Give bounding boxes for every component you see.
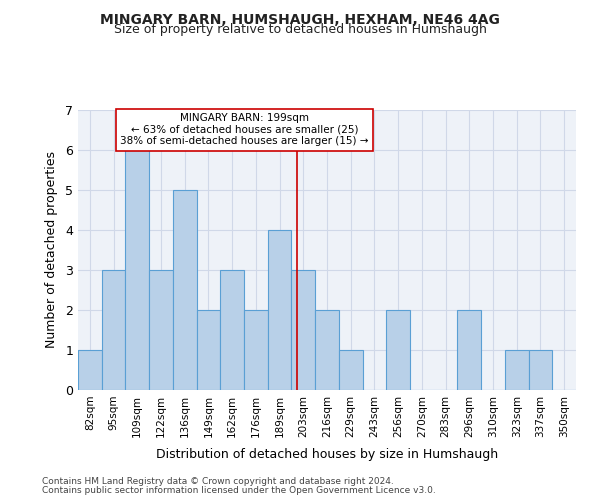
Bar [268, 230, 292, 390]
Bar [173, 190, 197, 390]
Bar [125, 150, 149, 390]
Y-axis label: Number of detached properties: Number of detached properties [45, 152, 58, 348]
Bar [102, 270, 125, 390]
Bar [292, 270, 315, 390]
Bar [197, 310, 220, 390]
Bar [505, 350, 529, 390]
Bar [78, 350, 102, 390]
Bar [386, 310, 410, 390]
Bar [339, 350, 362, 390]
Bar [529, 350, 552, 390]
Bar [244, 310, 268, 390]
Text: Size of property relative to detached houses in Humshaugh: Size of property relative to detached ho… [113, 22, 487, 36]
Bar [220, 270, 244, 390]
Bar [457, 310, 481, 390]
Text: Contains public sector information licensed under the Open Government Licence v3: Contains public sector information licen… [42, 486, 436, 495]
Text: MINGARY BARN, HUMSHAUGH, HEXHAM, NE46 4AG: MINGARY BARN, HUMSHAUGH, HEXHAM, NE46 4A… [100, 12, 500, 26]
Text: MINGARY BARN: 199sqm
← 63% of detached houses are smaller (25)
38% of semi-detac: MINGARY BARN: 199sqm ← 63% of detached h… [120, 113, 368, 146]
Bar [149, 270, 173, 390]
Bar [315, 310, 339, 390]
X-axis label: Distribution of detached houses by size in Humshaugh: Distribution of detached houses by size … [156, 448, 498, 461]
Text: Contains HM Land Registry data © Crown copyright and database right 2024.: Contains HM Land Registry data © Crown c… [42, 478, 394, 486]
